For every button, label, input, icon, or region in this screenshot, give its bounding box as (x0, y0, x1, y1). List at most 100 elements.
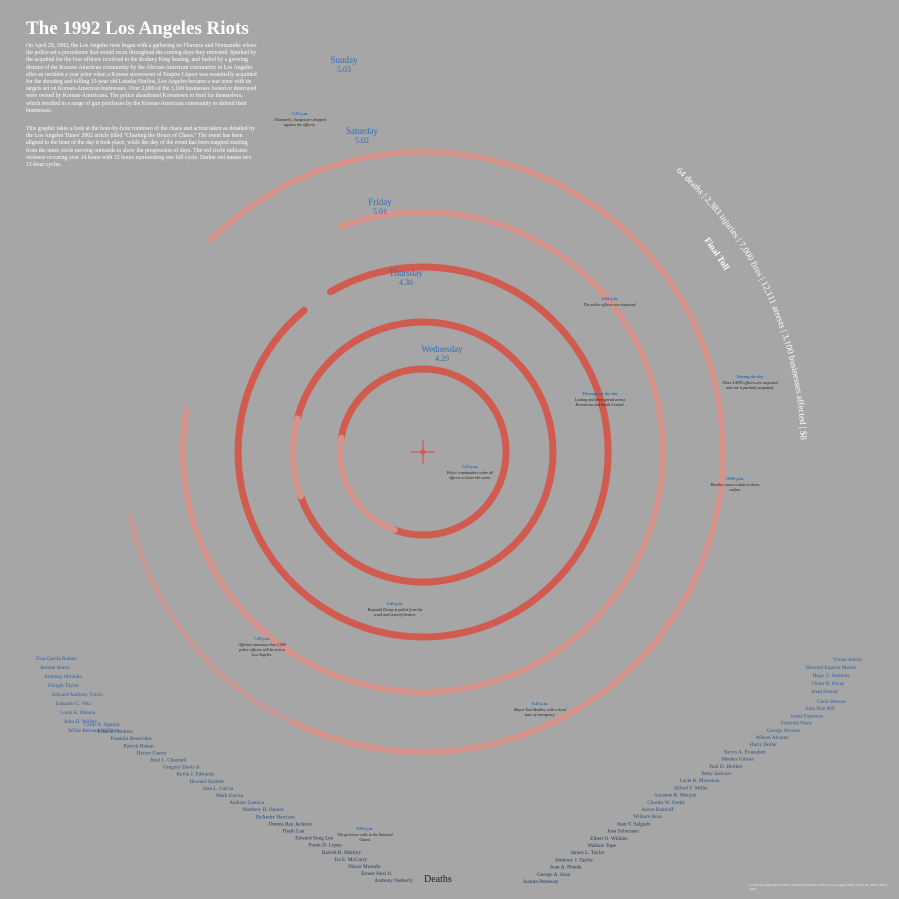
death-name: Jeral L. Channell (150, 758, 187, 764)
death-name: Charles W. Orebo (647, 800, 685, 806)
death-name: Meeker Gibson (721, 757, 754, 763)
death-name: Dwight Taylor (48, 683, 79, 689)
death-name: Jerome Ahern (40, 665, 70, 671)
death-name: Anthony Miranda (44, 674, 82, 680)
death-name: John H. Willers (64, 719, 97, 725)
ring-fade-segment (127, 513, 298, 727)
death-name: DeAndre Harrison (256, 814, 296, 820)
event-text-1-0: The police officers are acquitted. (584, 302, 637, 307)
death-name: Carol Benson (817, 699, 846, 705)
event-time-0: 3:15 p.m. (292, 111, 309, 116)
event-text-7-0: Bradley issues a dusk-to-dawn (711, 482, 760, 487)
ring-segment-5 (179, 209, 666, 696)
death-name: Gregory Davis Jr. (163, 765, 201, 771)
death-name: Hector Castro (137, 750, 167, 756)
credit-line: Created by Angela Bruno Walls | Charting… (749, 882, 889, 891)
death-name: Kevin A. Evanahen (724, 749, 766, 755)
death-name: Ernest Neal Jr. (361, 871, 392, 877)
death-name: Wilson Alvarez (756, 735, 790, 741)
event-time-2: 5:43 p.m. (462, 464, 479, 469)
death-name: Howard Epstein (190, 779, 225, 785)
death-name: Eduardo C. Vela (56, 701, 91, 707)
death-name: Louis A. Watson (60, 710, 96, 716)
death-name: William Ross (633, 814, 662, 820)
event-time-7: 10:00 p.m. (726, 476, 745, 481)
death-name: Jose Solorzano (607, 829, 639, 835)
day-name-wednesday: Wednesday (421, 344, 463, 354)
deaths-label: Deaths (424, 874, 452, 885)
death-name: James L. Taylor (571, 850, 605, 856)
death-name: Suzanne R. Morgan (654, 793, 696, 799)
death-name: Elsa Garcia Ramos (36, 656, 77, 662)
event-text-8-1: Koreatown and South Central. (575, 402, 625, 407)
death-name: Ira E. McCurry (335, 857, 368, 863)
death-name: Imad Shanaf (811, 688, 838, 695)
event-text-2-1: officers to leave the scene. (449, 475, 491, 480)
event-text-3-1: truck and severely beaten. (374, 612, 416, 617)
day-date-friday: 5.01 (373, 207, 387, 216)
death-name: Paul D. Hertker (709, 764, 743, 770)
death-name: Patrick Bettan (124, 743, 155, 749)
event-time-1: 4:44 p.m. (602, 296, 619, 301)
death-name: Edward Song Lee (295, 836, 334, 842)
ring-segment-1 (337, 434, 398, 533)
death-name: Howard Eugene Martin (806, 665, 856, 671)
day-name-friday: Friday (368, 197, 392, 207)
event-text-0-1: against the officers. (284, 122, 316, 127)
death-name: Tirath Lau (282, 829, 305, 835)
event-text-6-1: Guard. (359, 837, 370, 842)
ring-segment-4 (234, 263, 612, 641)
day-date-sunday: 5.03 (337, 65, 351, 74)
event-text-0-0: Ultimately, charges are dropped (274, 117, 327, 123)
death-name: Willie Bernard Williams (68, 728, 120, 734)
event-time-8: Throughout the day (582, 391, 619, 396)
event-text-4-1: police officers will be sent to (238, 647, 285, 652)
ring-segment-2 (293, 318, 557, 586)
death-name: Brian E. Andrew (97, 729, 133, 735)
death-name: Aaron Ratinoff (641, 806, 673, 813)
event-text-5-1: state of emergency. (525, 712, 556, 717)
death-name: George Alvarez (767, 728, 801, 734)
event-text-9-1: and one is partially acquitted. (726, 385, 774, 390)
death-name: Mark Garcia (216, 793, 244, 799)
death-name: Alfred V. Miller (674, 784, 708, 791)
ring-segment-3 (289, 415, 304, 500)
event-text-4-0: Officials announce that 2,000 (238, 642, 286, 648)
day-date-wednesday: 4.29 (435, 354, 449, 363)
death-name: Kevin J. Edwards (176, 772, 214, 778)
death-name: Vivian Austin (833, 657, 863, 663)
death-name: Wallace Tope (587, 843, 616, 849)
event-time-5: 8:45 p.m. (532, 701, 549, 706)
death-name: Nissar Mustafa (348, 863, 381, 870)
day-name-saturday: Saturday (346, 126, 378, 136)
intro-paragraph: On April 29, 1992, the Los Angeles riots… (26, 43, 257, 114)
event-time-6: 9:00 p.m. (357, 826, 374, 831)
death-name: Elbert O. Wilkins (590, 836, 627, 842)
death-name: Hugo G. Ramirez (812, 673, 850, 679)
method-paragraph: This graphic takes a look at the hour-by… (26, 126, 255, 169)
death-name: Harry Doller (750, 742, 777, 748)
event-time-9: During the day (737, 374, 765, 379)
event-text-6-0: The governor calls in the National (337, 832, 393, 837)
death-name: Fredrick Ward (781, 721, 812, 727)
death-name: Matthew D. Haines (242, 807, 283, 813)
page-title: The 1992 Los Angeles Riots (26, 18, 249, 39)
event-text-4-2: Los Angeles. (251, 652, 272, 657)
death-name: Andrew Gamica (229, 800, 265, 806)
final-toll-label: Final Toll (702, 235, 731, 272)
event-text-7-1: curfew. (729, 487, 741, 492)
day-name-sunday: Sunday (331, 55, 359, 65)
center-dot (420, 449, 426, 455)
death-name: Juana Espinosa (790, 713, 823, 719)
event-text-5-0: Mayor Tom Bradley calls a local (513, 707, 568, 712)
event-text-8-0: Looting and fires spread across (574, 397, 626, 402)
death-name: Cesar A. Aguilar (84, 722, 120, 728)
event-text-9-0: Three LAPD officers are acquitted (722, 380, 778, 385)
death-name: Betty Jackson (701, 771, 731, 777)
death-name: Franklin Benavides (110, 736, 151, 742)
death-name: Juan V. Salgado (617, 821, 651, 827)
death-name: Victor R. Rivas (811, 681, 844, 687)
death-name: Edward Anthony Travis (52, 692, 103, 698)
death-name: Lucie R. Maronian (679, 778, 720, 784)
